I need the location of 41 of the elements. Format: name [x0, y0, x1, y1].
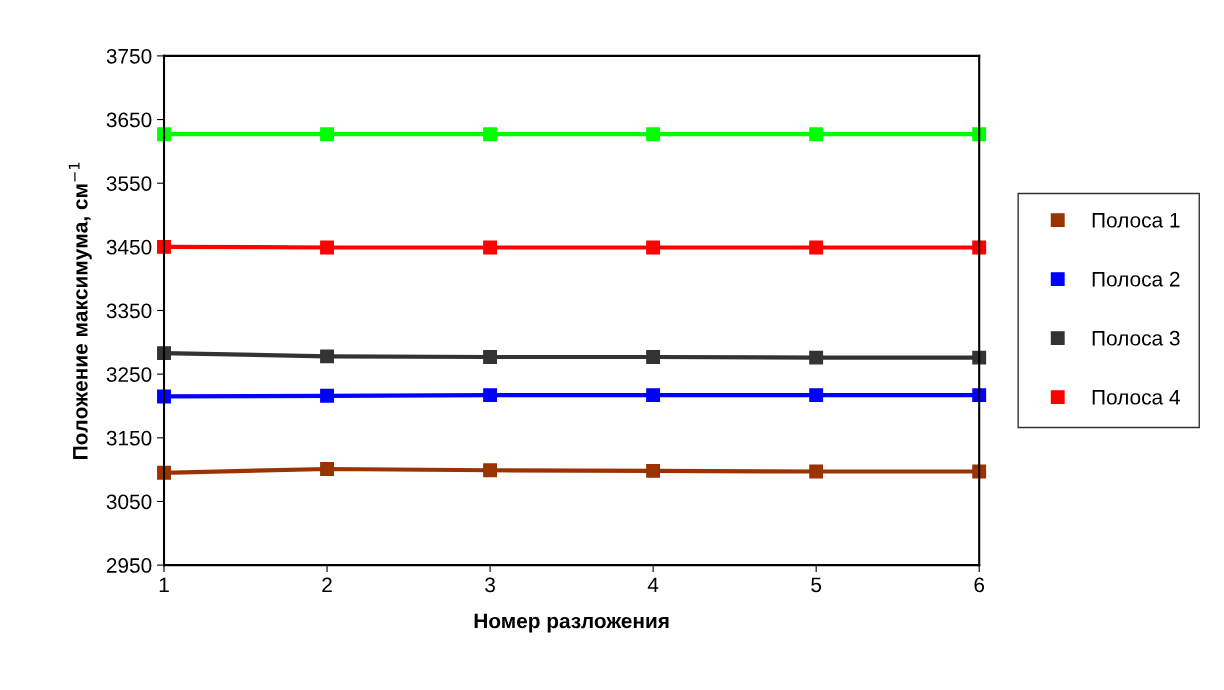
point	[646, 463, 661, 478]
y-tick-label: 3350	[106, 303, 152, 319]
point	[809, 350, 824, 365]
point	[809, 240, 824, 255]
point	[809, 464, 824, 479]
y-tick-label: 3450	[106, 239, 152, 255]
point	[809, 127, 824, 142]
y-tick-label: 3550	[106, 176, 152, 191]
point	[320, 349, 334, 364]
point	[483, 388, 498, 403]
point	[320, 240, 334, 255]
legend-label: Полоса 2	[1092, 271, 1180, 287]
x-tick-label: 5	[811, 577, 822, 593]
y-tick-label: 3750	[106, 48, 152, 64]
point	[320, 127, 334, 142]
legend-label: Полоса 4	[1092, 390, 1180, 405]
y-tick-label: 3250	[106, 367, 152, 382]
legend-label: Полоса 1	[1092, 213, 1180, 228]
point	[320, 462, 334, 476]
point	[483, 240, 498, 255]
y-tick-label: 3650	[106, 112, 152, 128]
x-tick-label: 4	[647, 577, 659, 593]
y-axis-title: Положение максимума, см$^{−1}$	[68, 162, 92, 459]
y-tick-label: 2950	[106, 558, 152, 573]
point	[483, 463, 498, 478]
point	[646, 388, 661, 403]
y-tick-label: 3150	[106, 430, 152, 446]
x-tick-label: 2	[322, 577, 332, 593]
point	[809, 388, 824, 403]
point	[646, 127, 661, 142]
point	[483, 350, 498, 364]
x-axis-title: Номер разложения	[474, 613, 669, 633]
x-tick-label: 3	[485, 577, 495, 593]
point	[320, 388, 334, 403]
x-tick-label: 6	[974, 577, 985, 593]
x-tick-label: 1	[159, 577, 169, 593]
point	[483, 127, 498, 142]
point	[646, 240, 661, 255]
point	[646, 350, 661, 364]
y-tick-label: 3050	[106, 494, 152, 510]
legend-label: Полоса 3	[1092, 330, 1180, 346]
